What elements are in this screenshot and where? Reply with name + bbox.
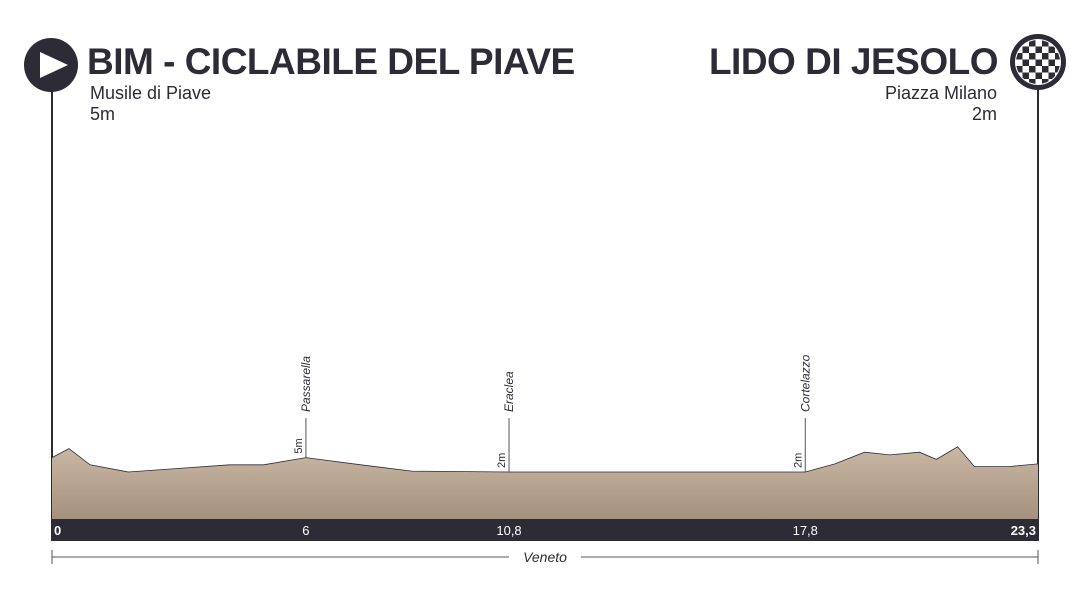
km-total-label: 23,3: [1011, 523, 1036, 538]
waypoint-name: Cortelazzo: [798, 354, 812, 412]
start-icon-badge: [24, 38, 78, 92]
km-start-label: 0: [54, 523, 61, 538]
checkered-flag-icon: [1010, 34, 1066, 90]
waypoint-altitude: 2m: [792, 453, 804, 468]
region-label: Veneto: [523, 549, 567, 565]
finish-location: Piazza Milano: [884, 83, 997, 103]
waypoint-altitude: 2m: [496, 453, 508, 468]
finish-icon-badge: [1010, 34, 1066, 90]
play-icon: [24, 38, 78, 92]
waypoint-km-label: 17,8: [793, 523, 818, 538]
finish-title: LIDO DI JESOLO: [708, 41, 999, 82]
start-location: Musile di Piave: [90, 83, 212, 103]
finish-altitude: 2m: [971, 104, 997, 124]
elevation-profile-line: [51, 446, 1039, 473]
waypoint-name: Eraclea: [502, 371, 516, 412]
distance-bar: [51, 519, 1039, 541]
waypoint-km-label: 6: [302, 523, 309, 538]
waypoint-km-label: 10,8: [496, 523, 521, 538]
start-title: BIM - CICLABILE DEL PIAVE: [87, 41, 575, 82]
waypoint-altitude: 5m: [293, 438, 305, 453]
start-altitude: 5m: [90, 104, 116, 124]
waypoint-name: Passarella: [299, 356, 313, 412]
elevation-profile-area: [52, 446, 1038, 519]
